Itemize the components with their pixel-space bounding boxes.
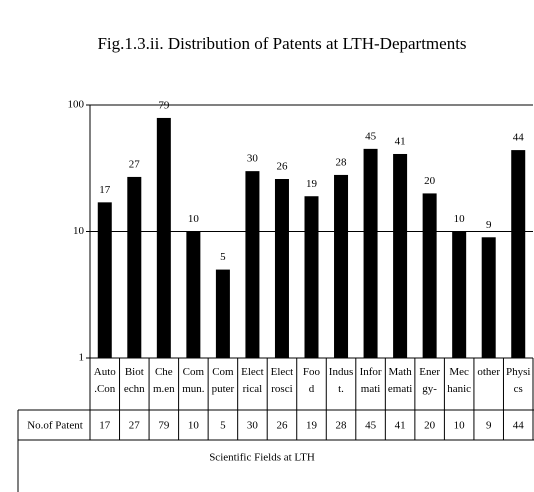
x-tick-label: Math emati bbox=[387, 366, 413, 395]
value-label: 45 bbox=[365, 130, 377, 142]
x-tick-label: Elect rosci bbox=[270, 366, 294, 395]
value-label: 9 bbox=[486, 219, 492, 231]
table-value: 17 bbox=[99, 420, 111, 432]
bar bbox=[481, 237, 496, 358]
value-label: 79 bbox=[158, 99, 170, 111]
y-tick-label: 10 bbox=[73, 225, 85, 237]
bar bbox=[363, 148, 378, 358]
table-value: 9 bbox=[486, 420, 492, 432]
table-value: 10 bbox=[188, 420, 200, 432]
table-value: 41 bbox=[395, 420, 406, 432]
value-label: 20 bbox=[424, 175, 436, 187]
table-value: 28 bbox=[336, 420, 348, 432]
table-value: 10 bbox=[454, 420, 466, 432]
value-label: 10 bbox=[454, 213, 466, 225]
bar bbox=[422, 193, 437, 358]
value-label: 19 bbox=[306, 178, 318, 190]
x-tick-label: Indus t. bbox=[328, 366, 354, 395]
value-label: 28 bbox=[336, 156, 348, 168]
value-label: 17 bbox=[99, 184, 111, 196]
x-tick-label: Physi cs bbox=[505, 366, 531, 395]
x-tick-label: Infor mati bbox=[359, 366, 382, 395]
bar bbox=[334, 174, 349, 358]
bar bbox=[215, 269, 230, 358]
value-label: 30 bbox=[247, 153, 259, 165]
bar bbox=[186, 231, 201, 358]
table-value: 27 bbox=[129, 420, 141, 432]
value-label: 5 bbox=[220, 251, 226, 263]
x-axis-label: Scientific Fields at LTH bbox=[209, 452, 315, 464]
table-value: 26 bbox=[276, 420, 288, 432]
bar bbox=[127, 176, 142, 358]
bar bbox=[452, 231, 467, 358]
x-tick-label: Com puter bbox=[211, 366, 235, 395]
bar bbox=[393, 153, 408, 358]
x-tick-label: other bbox=[477, 366, 500, 378]
bar bbox=[274, 179, 289, 358]
bar bbox=[245, 171, 260, 358]
bar bbox=[156, 117, 171, 359]
table-value: 5 bbox=[220, 420, 226, 432]
bar bbox=[304, 196, 319, 358]
table-value: 19 bbox=[306, 420, 318, 432]
chart-title: Fig.1.3.ii. Distribution of Patents at L… bbox=[97, 34, 466, 53]
table-value: 20 bbox=[424, 420, 436, 432]
y-tick-label: 100 bbox=[68, 99, 85, 111]
table-value: 45 bbox=[365, 420, 377, 432]
value-label: 27 bbox=[129, 158, 141, 170]
value-label: 26 bbox=[276, 161, 288, 173]
bar bbox=[511, 150, 526, 358]
x-tick-label: Foo d bbox=[302, 366, 321, 395]
x-tick-label: Elect rical bbox=[241, 366, 264, 395]
x-tick-label: Ener gy- bbox=[419, 366, 440, 395]
x-tick-label: Che m.en bbox=[152, 366, 175, 395]
bar bbox=[97, 202, 112, 358]
x-tick-label: Auto .Con bbox=[93, 366, 116, 395]
x-tick-label: Mec hanic bbox=[447, 366, 472, 395]
table-label: No.of Patent bbox=[27, 420, 83, 432]
value-label: 10 bbox=[188, 213, 200, 225]
x-tick-label: Biot echn bbox=[123, 366, 145, 395]
value-label: 41 bbox=[395, 136, 406, 148]
y-tick-label: 1 bbox=[79, 352, 85, 364]
table-value: 30 bbox=[247, 420, 259, 432]
x-tick-label: Com mun. bbox=[182, 366, 205, 395]
table-value: 44 bbox=[513, 420, 525, 432]
table-value: 79 bbox=[158, 420, 170, 432]
value-label: 44 bbox=[513, 132, 525, 144]
